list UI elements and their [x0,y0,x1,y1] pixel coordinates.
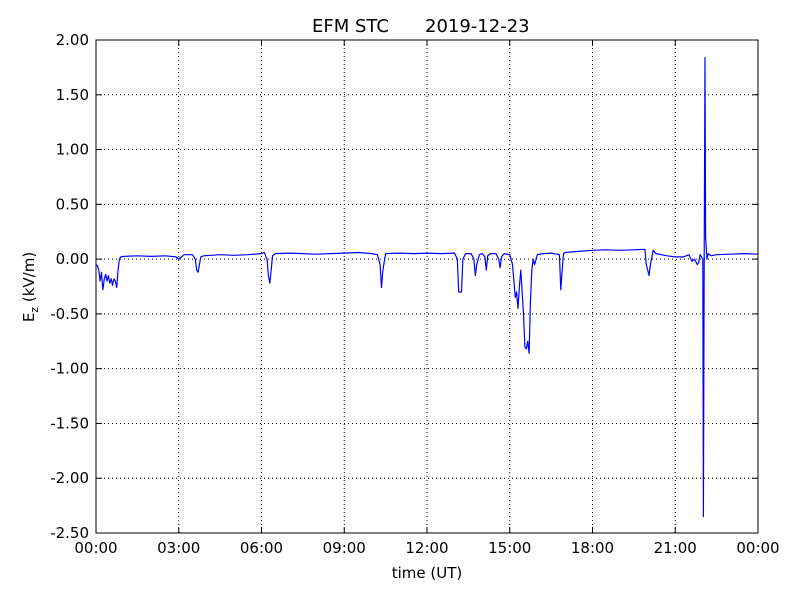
x-tick-label: 06:00 [240,539,283,557]
x-axis-label: time (UT) [392,564,463,582]
x-tick-label: 09:00 [323,539,366,557]
y-tick-label: -2.50 [50,524,89,542]
x-tick-label: 00:00 [74,539,117,557]
y-tick-label: 0.00 [56,250,89,268]
series-layer [95,56,759,518]
y-axis-label-subscript: z [28,307,41,313]
x-tick-label: 15:00 [488,539,531,557]
y-tick-label: -1.00 [50,360,89,378]
x-tick-label: 03:00 [157,539,200,557]
y-axis-label: Ez (kV/m) [20,252,41,322]
plot-frame [95,39,759,534]
y-axis-label-main: E [20,313,38,322]
y-axis-label-unit: (kV/m) [20,252,38,307]
ticks [95,39,759,534]
x-tick-label: 12:00 [405,539,448,557]
chart-date: 2019-12-23 [425,16,530,37]
tick-labels: 00:00 03:00 06:00 09:00 12:00 15:00 18:00 21:00… [50,31,779,557]
x-tick-label: 00:00 [736,539,779,557]
y-tick-label: 1.50 [56,86,89,104]
x-tick-label: 18:00 [571,539,614,557]
y-tick-label: 0.50 [56,195,89,213]
y-tick-label: -1.50 [50,414,89,432]
y-tick-label: -0.50 [50,305,89,323]
series-line [95,56,759,518]
y-tick-label: -2.00 [50,469,89,487]
y-tick-label: 2.00 [56,31,89,49]
x-tick-label: 21:00 [654,539,697,557]
chart-title: EFM STC [312,16,389,37]
grid [96,40,758,533]
y-tick-label: 1.00 [56,141,89,159]
